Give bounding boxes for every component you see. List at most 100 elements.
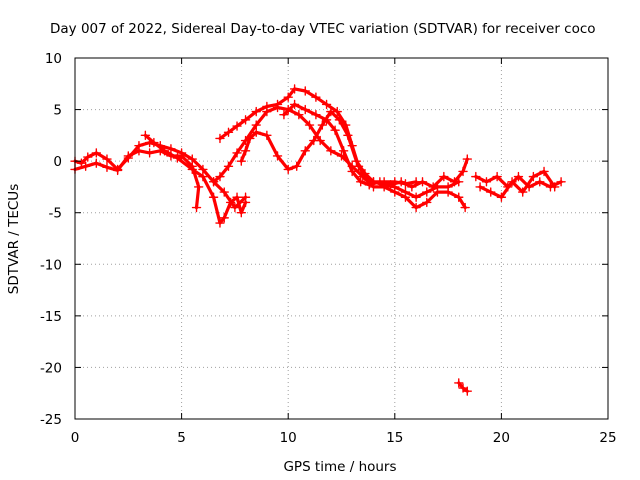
data-point — [240, 135, 251, 146]
x-tick-label: 0 — [71, 430, 80, 446]
y-tick-label: -20 — [40, 360, 62, 376]
data-point — [400, 192, 411, 202]
data-point — [454, 378, 464, 388]
data-point — [149, 137, 159, 148]
data-point — [193, 182, 204, 192]
data-point — [518, 187, 528, 197]
data-point — [134, 146, 144, 156]
data-point — [358, 171, 368, 182]
data-point — [481, 177, 492, 187]
data-point — [454, 192, 464, 202]
data-point — [496, 192, 507, 202]
data-point — [338, 146, 349, 156]
chart-title: Day 007 of 2022, Sidereal Day-to-day VTE… — [50, 21, 596, 37]
series-arc-5 — [236, 106, 464, 202]
data-point — [80, 161, 91, 171]
x-tick-label: 5 — [177, 430, 186, 446]
data-point — [223, 127, 234, 137]
data-point — [535, 177, 545, 187]
data-point — [102, 154, 112, 164]
data-point — [272, 102, 283, 113]
data-point — [91, 158, 102, 168]
data-point — [443, 187, 453, 197]
y-tick-label: -5 — [49, 206, 62, 222]
plot-frame — [74, 57, 609, 420]
data-point — [334, 115, 345, 125]
data-point — [486, 187, 496, 197]
data-point — [172, 153, 183, 163]
data-point — [311, 110, 321, 120]
data-point — [215, 133, 225, 144]
data-point — [385, 180, 396, 190]
data-point — [208, 192, 219, 202]
y-tick-label: 10 — [45, 51, 62, 67]
x-tick-labels: 0 5 10 15 20 25 — [71, 430, 617, 446]
data-point — [351, 156, 362, 166]
data-point — [513, 171, 524, 182]
data-point — [215, 171, 225, 182]
data-point — [279, 110, 289, 120]
data-point — [375, 177, 385, 187]
data-point — [223, 161, 234, 171]
series-line — [282, 102, 469, 189]
data-point — [422, 197, 432, 208]
data-point — [550, 182, 560, 192]
data-point — [407, 182, 417, 192]
data-point — [240, 146, 251, 156]
data-point — [462, 386, 472, 396]
grid-lines — [75, 58, 608, 419]
data-point — [411, 202, 421, 213]
data-point — [396, 177, 406, 187]
data-point — [198, 171, 208, 182]
data-point — [326, 106, 336, 117]
series-line — [212, 105, 467, 210]
data-point — [219, 213, 229, 223]
x-tick-label: 10 — [280, 430, 297, 446]
data-point — [91, 148, 102, 158]
data-point — [300, 86, 310, 96]
series-arc-9 — [475, 166, 560, 202]
data-point — [208, 177, 219, 187]
y-tick-label: 0 — [53, 154, 62, 170]
data-point — [236, 208, 246, 218]
data-point — [225, 197, 236, 208]
data-point — [364, 180, 374, 190]
data-point — [492, 171, 502, 182]
data-point — [300, 104, 310, 115]
data-point — [317, 120, 328, 130]
data-point — [304, 120, 315, 130]
x-tick-label: 25 — [599, 430, 616, 446]
x-tick-label: 15 — [386, 430, 403, 446]
y-tick-label: 5 — [53, 103, 62, 119]
data-point — [159, 146, 170, 156]
data-point — [230, 202, 240, 213]
y-axis-label: SDTVAR / TECUs — [6, 184, 22, 294]
data-point — [294, 110, 304, 120]
data-point — [539, 166, 549, 177]
data-point — [102, 162, 112, 173]
data-point — [123, 151, 133, 161]
data-point — [439, 171, 449, 182]
data-series — [70, 84, 566, 396]
data-point — [390, 187, 400, 197]
data-point — [528, 171, 539, 182]
data-point — [326, 146, 336, 156]
data-point — [471, 171, 481, 182]
data-point — [240, 197, 251, 208]
data-point — [187, 164, 197, 175]
data-point — [232, 121, 242, 131]
data-point — [422, 187, 432, 197]
data-point — [191, 202, 202, 213]
data-point — [219, 187, 229, 197]
data-point — [232, 192, 242, 202]
data-point — [300, 146, 310, 156]
data-point — [417, 177, 428, 187]
x-tick-label: 20 — [493, 430, 510, 446]
data-point — [355, 177, 366, 187]
data-point — [112, 165, 123, 176]
data-point — [140, 130, 151, 141]
data-point — [83, 152, 93, 162]
data-point — [262, 130, 272, 141]
data-point — [449, 177, 460, 187]
